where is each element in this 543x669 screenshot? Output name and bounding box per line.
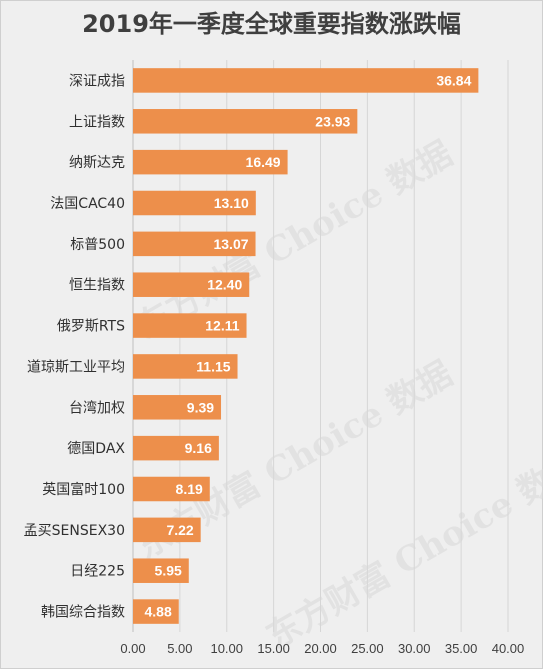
bar: [133, 313, 247, 338]
data-label: 5.95: [155, 563, 182, 579]
bar: [133, 476, 210, 502]
x-tick-label: 10.00: [210, 641, 243, 656]
category-label: 上证指数: [69, 114, 125, 130]
data-label: 13.07: [213, 236, 248, 252]
data-label: 12.11: [205, 318, 239, 334]
bar: [133, 395, 222, 420]
x-tick-label: 20.00: [304, 641, 337, 656]
data-label: 7.22: [166, 522, 193, 538]
bar: [133, 354, 238, 379]
data-label: 4.88: [145, 604, 172, 620]
bar: [133, 109, 358, 134]
category-label: 法国CAC40: [50, 196, 125, 212]
bar: [133, 517, 201, 543]
data-label: 11.15: [196, 358, 230, 374]
category-label: 恒生指数: [69, 278, 125, 294]
x-tick-label: 30.00: [398, 641, 431, 656]
bar: [133, 149, 288, 175]
x-tick-label: 35.00: [445, 641, 478, 656]
data-label: 23.93: [315, 113, 350, 129]
category-label: 日经225: [70, 564, 125, 580]
bar: [133, 558, 189, 583]
category-label: 道琼斯工业平均: [27, 359, 125, 375]
bar: [133, 435, 219, 461]
data-label: 36.84: [436, 72, 471, 88]
bar: [133, 231, 256, 257]
category-label: 纳斯达克: [69, 155, 125, 171]
category-label: 英国富时100: [42, 481, 125, 498]
x-tick-label: 15.00: [257, 641, 290, 656]
x-tick-label: 25.00: [351, 641, 384, 656]
bar: [133, 68, 479, 93]
category-label: 标普500: [70, 237, 125, 253]
data-label: 13.10: [214, 195, 249, 211]
x-tick-label: 40.00: [492, 641, 525, 656]
bar: [133, 272, 250, 297]
category-label: 韩国综合指数: [41, 605, 125, 621]
x-tick-label: 5.00: [167, 641, 192, 656]
data-label: 9.16: [185, 440, 212, 456]
data-label: 12.40: [207, 277, 242, 293]
chart-title: 2019年一季度全球重要指数涨跌幅: [82, 10, 461, 38]
data-label: 8.19: [176, 481, 203, 497]
category-label: 德国DAX: [67, 441, 125, 457]
bar: [133, 190, 256, 216]
category-label: 台湾加权: [69, 399, 125, 416]
category-label: 俄罗斯RTS: [57, 319, 125, 335]
data-label: 16.49: [246, 154, 281, 170]
data-label: 9.39: [187, 399, 214, 415]
category-label: 深证成指: [69, 73, 125, 89]
category-label: 孟买SENSEX30: [24, 523, 125, 539]
bar: [133, 599, 179, 624]
x-tick-label: 0.00: [120, 641, 145, 656]
